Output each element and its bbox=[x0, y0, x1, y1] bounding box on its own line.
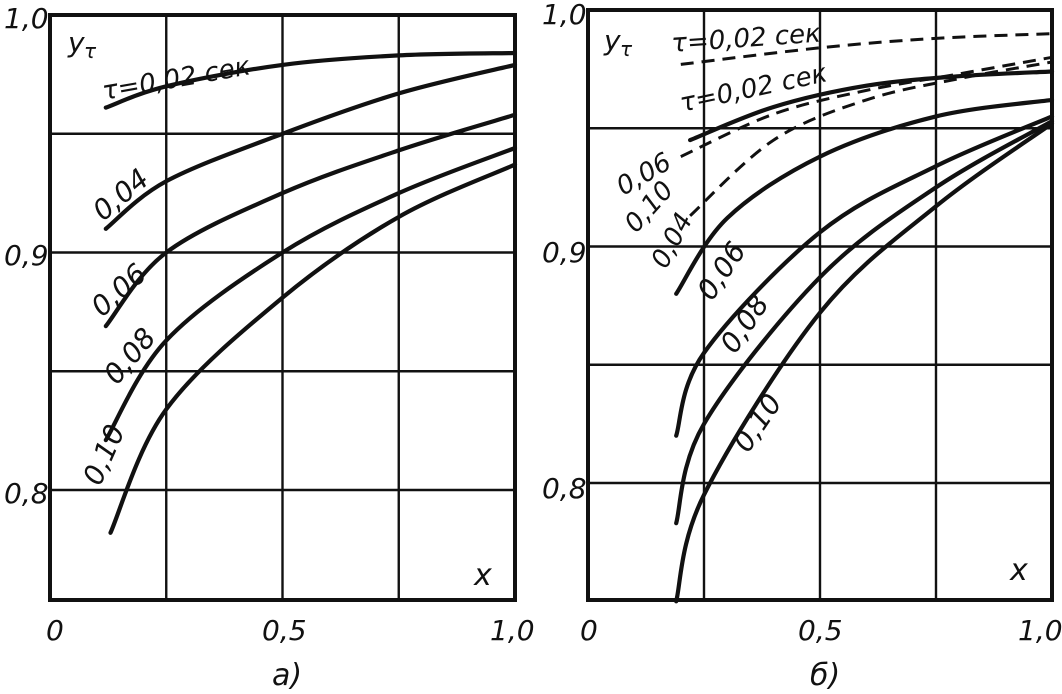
series-line-a-3 bbox=[103, 145, 518, 443]
caption-b: б) bbox=[810, 658, 840, 693]
curves-b bbox=[674, 32, 1055, 604]
x-tick-0-b: 0 bbox=[580, 614, 598, 647]
label-tau-solid-b: τ=0,02 сек bbox=[677, 58, 830, 119]
x-axis-label-a: x bbox=[473, 558, 492, 593]
y-tick-0.9-a: 0,9 bbox=[4, 239, 49, 272]
series-line-b-4 bbox=[674, 97, 1055, 296]
panel-a: 1,0 0,9 0,8 0 0,5 1,0 y τ x τ=0,02 сек 0… bbox=[4, 2, 535, 693]
label-0.10-b: 0,10 bbox=[726, 388, 788, 458]
grid-b bbox=[586, 8, 1054, 602]
label-tau-dashed-b: τ=0,02 сек bbox=[670, 19, 822, 59]
curves-a bbox=[103, 50, 518, 535]
series-line-a-2 bbox=[103, 112, 518, 329]
x-axis-label-b: x bbox=[1009, 553, 1028, 588]
x-tick-1.0-a: 1,0 bbox=[490, 614, 535, 647]
y-axis-symbol-b: y bbox=[603, 24, 621, 57]
caption-a: а) bbox=[272, 658, 302, 693]
y-axis-subscript-b: τ bbox=[620, 37, 633, 61]
series-line-b-6 bbox=[674, 119, 1055, 526]
label-0.10-a: 0,10 bbox=[76, 419, 132, 489]
x-tick-0.5-a: 0,5 bbox=[262, 614, 307, 647]
panel-b: 1,0 0,9 0,8 0 0,5 1,0 y τ x τ=0,02 сек τ… bbox=[542, 0, 1062, 693]
x-tick-0.5-b: 0,5 bbox=[798, 614, 843, 647]
x-tick-1.0-b: 1,0 bbox=[1018, 614, 1062, 647]
y-tick-0.8-b: 0,8 bbox=[542, 472, 587, 505]
label-tau-a: τ=0,02 сек bbox=[100, 51, 253, 107]
series-line-a-0 bbox=[103, 50, 518, 110]
series-line-a-4 bbox=[108, 162, 518, 535]
x-tick-0-a: 0 bbox=[46, 614, 64, 647]
series-line-b-3 bbox=[689, 60, 1053, 217]
series-line-b-5 bbox=[674, 114, 1055, 438]
series-line-b-7 bbox=[674, 121, 1055, 604]
y-axis-symbol-a: y bbox=[67, 26, 85, 59]
series-line-b-1 bbox=[688, 69, 1055, 143]
y-tick-0.9-b: 0,9 bbox=[542, 236, 587, 269]
y-tick-0.8-a: 0,8 bbox=[4, 477, 49, 510]
label-0.08-b: 0,08 bbox=[713, 289, 775, 359]
y-axis-subscript-a: τ bbox=[84, 39, 97, 63]
label-0.06-a: 0,06 bbox=[85, 257, 153, 323]
series-line-b-0 bbox=[680, 32, 1053, 66]
series-line-b-2 bbox=[680, 55, 1053, 158]
y-tick-1.0-b: 1,0 bbox=[542, 0, 587, 31]
series-line-a-1 bbox=[103, 62, 518, 231]
y-tick-1.0-a: 1,0 bbox=[4, 2, 49, 35]
